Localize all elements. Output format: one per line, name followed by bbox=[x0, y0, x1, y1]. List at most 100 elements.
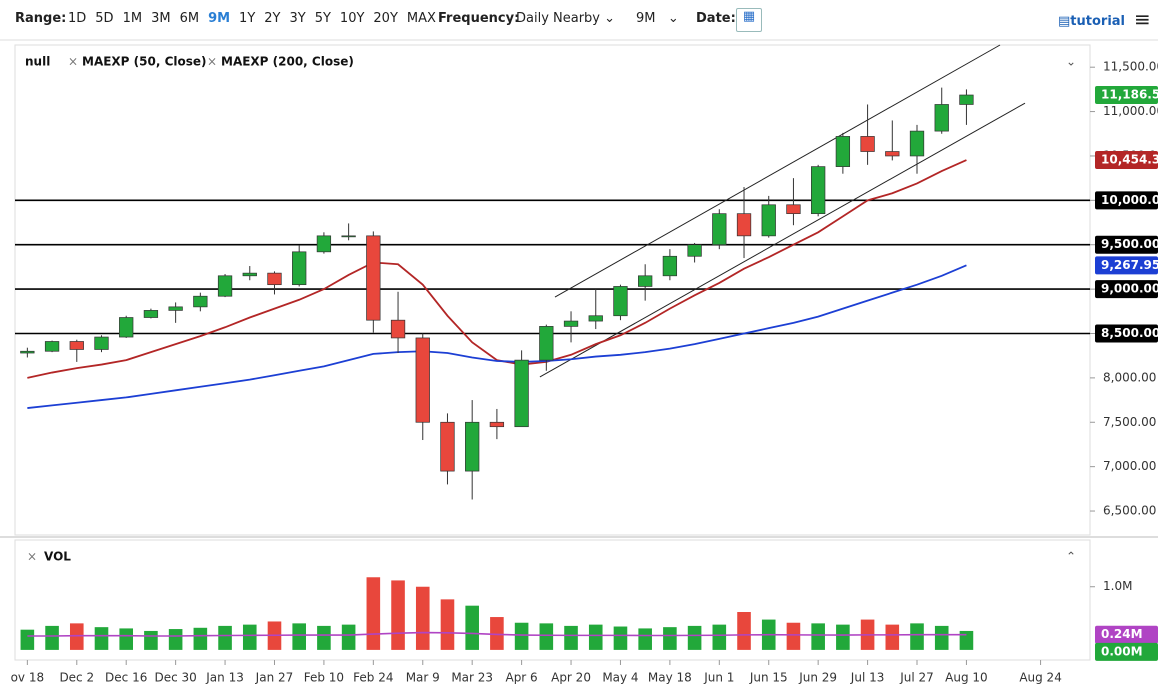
x-tick-label: Feb 24 bbox=[353, 671, 393, 685]
volume-bar bbox=[292, 623, 306, 650]
toolbar: Range: 1D 5D 1M 3M 6M 9M 1Y 2Y 3Y 5Y 10Y 20Y MAX Fre… bbox=[0, 0, 1158, 40]
tutorial-link[interactable]: ▤tutorial bbox=[1058, 14, 1126, 29]
volume-bar bbox=[811, 623, 825, 650]
ma-last-label: 10,454.32 bbox=[1101, 153, 1158, 167]
range-button[interactable]: 5Y bbox=[314, 11, 331, 26]
volume-pane bbox=[14, 539, 1091, 661]
candle-body bbox=[539, 326, 554, 361]
volume-bar bbox=[910, 623, 924, 650]
range-button[interactable]: 10Y bbox=[339, 11, 365, 26]
candle-body bbox=[20, 350, 35, 354]
range-button[interactable]: 20Y bbox=[373, 11, 398, 26]
level-label: 9,000.00 bbox=[1101, 282, 1158, 296]
volume-bar bbox=[564, 625, 578, 650]
collapse-toggle[interactable]: ⌄ bbox=[1066, 55, 1076, 69]
candle-body bbox=[168, 306, 183, 311]
candle-body bbox=[786, 204, 801, 215]
volume-bar bbox=[20, 629, 35, 650]
range-button[interactable]: 1M bbox=[122, 11, 143, 26]
x-tick-label: Dec 30 bbox=[154, 671, 196, 685]
date-label: Date: bbox=[696, 11, 736, 26]
legend-close: × bbox=[207, 55, 217, 69]
level-label-box bbox=[1095, 191, 1158, 210]
legend-close: × bbox=[27, 550, 37, 564]
tutorial-text[interactable]: tutorial bbox=[1070, 14, 1126, 29]
volume-average-label: 0.24M bbox=[1101, 627, 1143, 641]
candle-body bbox=[563, 320, 579, 327]
range-button[interactable]: 1D bbox=[68, 11, 87, 26]
volume-bar bbox=[539, 623, 554, 650]
x-tick-label: Dec 16 bbox=[105, 671, 147, 685]
legend-entry: MAEXP (200, Close) bbox=[221, 55, 354, 69]
candle-body bbox=[934, 104, 949, 132]
x-tick-label: Jun 1 bbox=[703, 671, 734, 685]
x-tick-label: ov 18 bbox=[11, 671, 45, 685]
range-button[interactable]: 1Y bbox=[239, 11, 256, 26]
candle-body bbox=[94, 336, 109, 350]
level-label: 9,500.00 bbox=[1101, 237, 1158, 251]
range-button[interactable]: 2Y bbox=[264, 11, 281, 26]
range-button[interactable]: 3M bbox=[151, 11, 171, 26]
range-buttons: 1D 5D 1M 3M 6M 9M 1Y 2Y 3Y 5Y 10Y 20Y MAX bbox=[68, 11, 445, 26]
current-volume-label: 0.00M bbox=[1101, 644, 1143, 658]
volume-bar bbox=[341, 624, 356, 650]
range-button[interactable]: 6M bbox=[179, 11, 200, 26]
x-tick-label: Jul 27 bbox=[899, 671, 934, 685]
trend-line bbox=[554, 44, 1001, 298]
volume-bar bbox=[45, 625, 59, 650]
y-tick-label: 6,500.00 bbox=[1103, 504, 1156, 518]
candle-body bbox=[415, 337, 430, 423]
candle-body bbox=[909, 130, 925, 157]
volume-bar bbox=[465, 605, 479, 650]
x-tick-label: May 18 bbox=[648, 671, 692, 685]
ma-last-label-box bbox=[1095, 151, 1158, 170]
candle-body bbox=[390, 319, 406, 339]
last-price-label-box bbox=[1095, 86, 1158, 105]
menu-button[interactable]: ≡ bbox=[1134, 7, 1151, 31]
volume-bar bbox=[638, 628, 652, 650]
volume-bar bbox=[242, 624, 257, 650]
candle-body bbox=[662, 255, 678, 277]
frequency-select[interactable]: Daily Nearby ⌄ bbox=[516, 11, 616, 26]
x-tick-label: Apr 20 bbox=[551, 671, 591, 685]
level-label-box bbox=[1095, 235, 1158, 254]
range-button[interactable]: 3Y bbox=[289, 11, 306, 26]
volume-bar bbox=[588, 624, 603, 650]
x-tick-label: Aug 24 bbox=[1019, 671, 1062, 685]
range-button[interactable]: MAX bbox=[406, 11, 436, 26]
price-pane bbox=[14, 44, 1091, 536]
collapse-toggle[interactable]: ⌃ bbox=[1066, 550, 1076, 564]
legend-entry: null bbox=[25, 55, 50, 69]
y-tick-label: 11,000.00 bbox=[1103, 104, 1158, 118]
candle-body bbox=[292, 251, 307, 286]
range-button[interactable]: 9M bbox=[208, 11, 231, 26]
candle-body bbox=[193, 295, 208, 308]
x-tick-label: Mar 23 bbox=[451, 671, 493, 685]
candle-body bbox=[242, 272, 257, 277]
calendar-button[interactable]: ▦ bbox=[736, 8, 762, 32]
candle-body bbox=[440, 421, 455, 472]
x-tick-label: Jan 13 bbox=[205, 671, 244, 685]
candle-body bbox=[811, 166, 826, 215]
volume-bar bbox=[440, 599, 455, 650]
frequency-label: Frequency: bbox=[438, 11, 520, 26]
candle-body bbox=[489, 421, 505, 428]
level-label: 8,500.00 bbox=[1101, 326, 1158, 340]
volume-bar bbox=[613, 626, 628, 650]
period-select[interactable]: 9M ⌄ bbox=[636, 11, 679, 26]
current-volume-label-box bbox=[1095, 642, 1158, 661]
x-tick-label: Apr 6 bbox=[505, 671, 537, 685]
period-value[interactable]: 9M bbox=[636, 11, 656, 26]
last-price-label: 11,186.50 bbox=[1101, 88, 1158, 102]
volume-average bbox=[27, 631, 967, 637]
volume-bar bbox=[687, 625, 702, 650]
volume-bar bbox=[193, 627, 208, 650]
volume-bar bbox=[366, 577, 381, 650]
frequency-value[interactable]: Daily Nearby bbox=[516, 11, 601, 26]
y-tick-label: 7,000.00 bbox=[1103, 459, 1156, 473]
volume-bar bbox=[218, 625, 232, 650]
range-button[interactable]: 5D bbox=[95, 11, 114, 26]
volume-bar bbox=[490, 617, 504, 650]
